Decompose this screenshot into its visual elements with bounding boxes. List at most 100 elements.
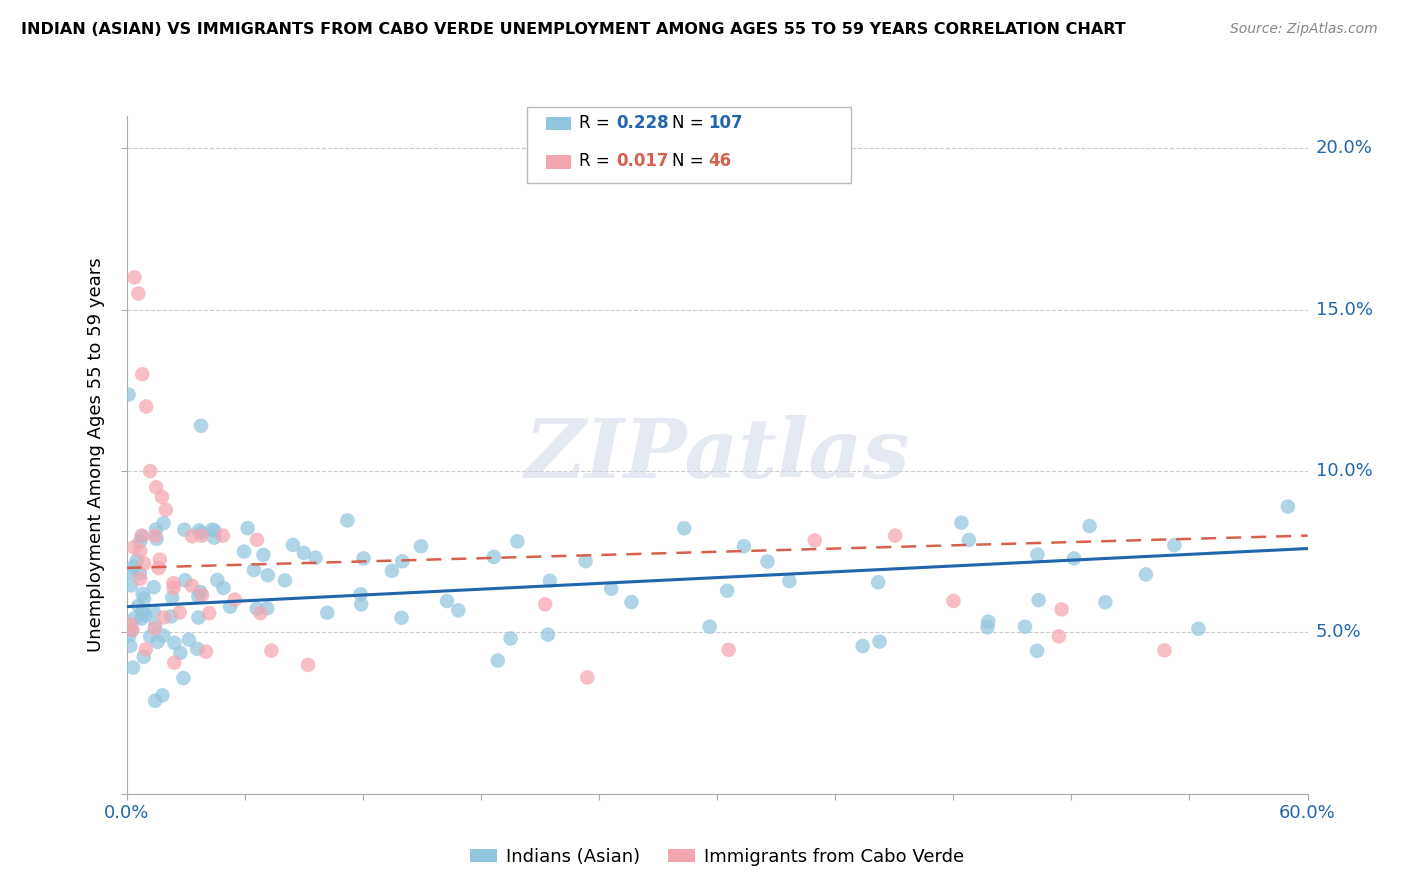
Text: 0.017: 0.017 — [616, 153, 668, 170]
Point — [1014, 620, 1036, 634]
Point — [174, 574, 197, 588]
Point — [117, 387, 139, 401]
Point — [391, 554, 413, 568]
Point — [1277, 500, 1299, 514]
Point — [152, 629, 174, 643]
Point — [292, 546, 315, 560]
Point — [118, 628, 141, 642]
Point — [274, 574, 297, 588]
Point — [977, 615, 1000, 629]
Point — [1078, 519, 1101, 533]
Point — [1026, 548, 1049, 562]
Point — [162, 581, 184, 595]
Point — [127, 599, 149, 613]
Point — [129, 544, 152, 558]
Point — [576, 670, 599, 684]
Point — [173, 523, 195, 537]
Point — [131, 605, 153, 619]
Text: 20.0%: 20.0% — [1316, 139, 1372, 157]
Point — [1187, 622, 1209, 636]
Text: 0.228: 0.228 — [616, 114, 668, 132]
Point — [252, 548, 274, 562]
Point — [143, 622, 166, 636]
Point — [169, 606, 191, 620]
Point — [538, 574, 561, 588]
Point — [246, 601, 269, 615]
Point — [142, 605, 165, 619]
Point — [139, 629, 162, 643]
Point — [121, 623, 143, 637]
Point — [336, 513, 359, 527]
Point — [148, 561, 170, 575]
Point — [160, 591, 183, 605]
Point — [600, 582, 623, 596]
Point — [204, 524, 226, 538]
Point — [699, 620, 721, 634]
Point — [120, 565, 142, 579]
Point — [180, 578, 202, 592]
Point — [177, 632, 200, 647]
Point — [574, 554, 596, 568]
Point — [353, 551, 375, 566]
Text: 5.0%: 5.0% — [1316, 624, 1361, 641]
Point — [155, 503, 177, 517]
Point — [198, 606, 221, 620]
Point — [152, 689, 174, 703]
Point — [884, 528, 907, 542]
Point — [482, 549, 505, 564]
Point — [132, 591, 155, 606]
Text: N =: N = — [672, 153, 709, 170]
Point — [409, 539, 432, 553]
Point — [121, 623, 143, 637]
Point — [868, 575, 890, 590]
Point — [350, 587, 373, 601]
Point — [304, 550, 326, 565]
Point — [256, 601, 278, 615]
Point — [145, 532, 167, 546]
Point — [152, 516, 174, 530]
Text: 15.0%: 15.0% — [1316, 301, 1372, 318]
Point — [243, 563, 266, 577]
Point — [131, 528, 153, 542]
Point — [145, 480, 167, 494]
Y-axis label: Unemployment Among Ages 55 to 59 years: Unemployment Among Ages 55 to 59 years — [87, 258, 105, 652]
Point — [160, 609, 183, 624]
Text: INDIAN (ASIAN) VS IMMIGRANTS FROM CABO VERDE UNEMPLOYMENT AMONG AGES 55 TO 59 YE: INDIAN (ASIAN) VS IMMIGRANTS FROM CABO V… — [21, 22, 1126, 37]
Point — [163, 656, 186, 670]
Point — [219, 599, 242, 614]
Point — [717, 642, 740, 657]
Point — [129, 572, 152, 586]
Point — [1050, 602, 1073, 616]
Point — [249, 606, 271, 620]
Point — [733, 539, 755, 553]
Point — [256, 568, 278, 582]
Text: R =: R = — [579, 153, 616, 170]
Point — [190, 418, 212, 433]
Point — [132, 557, 155, 571]
Point — [673, 521, 696, 535]
Point — [122, 660, 145, 674]
Point — [756, 555, 779, 569]
Legend: Indians (Asian), Immigrants from Cabo Verde: Indians (Asian), Immigrants from Cabo Ve… — [463, 840, 972, 873]
Point — [143, 529, 166, 543]
Point — [506, 534, 529, 549]
Point — [537, 627, 560, 641]
Point — [169, 646, 191, 660]
Point — [143, 694, 166, 708]
Point — [181, 529, 204, 543]
Point — [187, 610, 209, 624]
Point — [260, 643, 283, 657]
Point — [153, 610, 176, 624]
Point — [350, 598, 373, 612]
Point — [146, 634, 169, 648]
Point — [191, 588, 214, 602]
Text: N =: N = — [672, 114, 709, 132]
Point — [499, 632, 522, 646]
Point — [1026, 644, 1049, 658]
Text: ZIPatlas: ZIPatlas — [524, 415, 910, 495]
Point — [942, 594, 965, 608]
Point — [957, 533, 980, 547]
Point — [211, 528, 233, 542]
Point — [190, 528, 212, 542]
Point — [131, 587, 153, 601]
